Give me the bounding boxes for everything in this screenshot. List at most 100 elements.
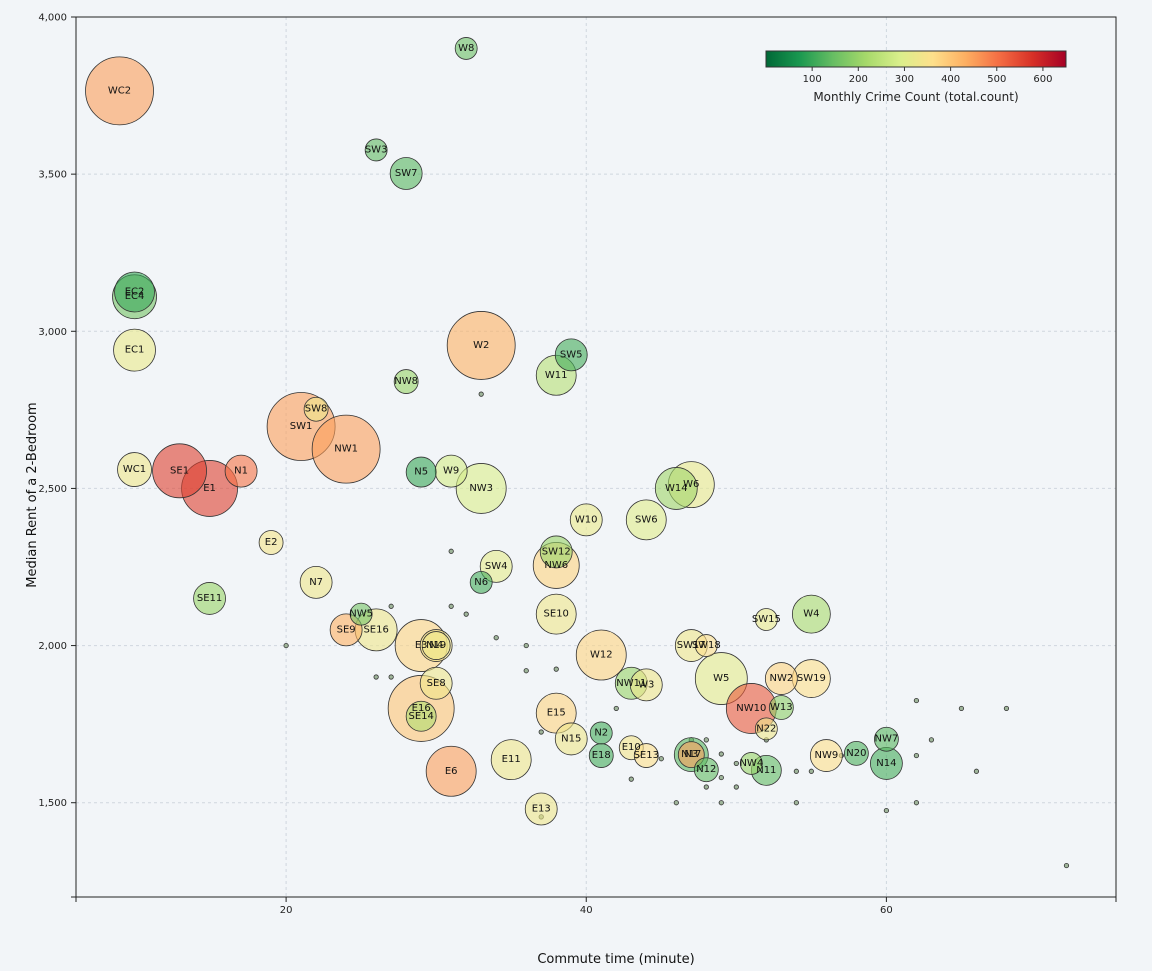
- minor-point: [478, 391, 484, 397]
- bubble-ec2[interactable]: [114, 271, 155, 313]
- minor-point: [463, 611, 469, 617]
- bubble-e11[interactable]: [490, 739, 532, 781]
- bubble-n20[interactable]: [843, 740, 869, 766]
- bubble-label: EC2: [125, 287, 145, 298]
- bubble-sw15[interactable]: [754, 608, 778, 631]
- minor-point: [373, 674, 379, 680]
- bubble-label: NW5: [349, 609, 373, 620]
- minor-point: [793, 800, 799, 806]
- bubble-label: N20: [846, 748, 866, 759]
- bubble-nw2[interactable]: [764, 662, 798, 695]
- bubble-label: SW12: [542, 546, 571, 557]
- bubble-nw7[interactable]: [873, 726, 899, 752]
- bubble-sw8[interactable]: [303, 396, 329, 422]
- bubble-label: E2: [265, 537, 278, 548]
- bubble-wc1[interactable]: [117, 452, 152, 487]
- bubble-w12[interactable]: [575, 629, 627, 681]
- bubble-w13[interactable]: [768, 695, 794, 720]
- bubble-sw5[interactable]: [554, 338, 588, 372]
- bubble-n22[interactable]: [754, 717, 778, 741]
- minor-point: [493, 635, 499, 641]
- bubble-se8[interactable]: [419, 666, 453, 700]
- bubble-label: N15: [561, 733, 581, 744]
- bubble-label: SW8: [305, 404, 328, 415]
- bubble-label: SW4: [485, 561, 508, 572]
- minor-point: [388, 603, 394, 609]
- colorbar-tick-label: 100: [803, 74, 822, 85]
- bubble-n7[interactable]: [299, 566, 333, 599]
- bubble-w10[interactable]: [569, 503, 603, 537]
- minor-point: [718, 751, 724, 757]
- bubble-sw7[interactable]: [389, 157, 423, 190]
- bubble-se14[interactable]: [405, 700, 437, 732]
- bubble-nw1[interactable]: [311, 414, 381, 484]
- bubble-nw8[interactable]: [393, 369, 419, 394]
- bubble-sw12[interactable]: [539, 535, 573, 569]
- minor-point: [388, 674, 394, 680]
- bubble-w4[interactable]: [791, 594, 831, 634]
- bubble-label: N11: [756, 765, 776, 776]
- bubble-w8[interactable]: [454, 37, 478, 60]
- bubble-label: NW6: [544, 560, 568, 571]
- bubble-label: NW2: [769, 673, 793, 684]
- bubble-label: NW9: [814, 750, 838, 761]
- bubble-label: W12: [590, 650, 613, 661]
- bubble-label: E13: [532, 804, 551, 815]
- bubble-sw18[interactable]: [694, 634, 718, 657]
- bubble-se1[interactable]: [152, 443, 207, 499]
- minor-point: [733, 784, 739, 790]
- bubble-n19[interactable]: [421, 631, 451, 660]
- bubble-label: E15: [547, 708, 566, 719]
- bubble-label: NW7: [875, 734, 899, 745]
- y-tick-label: 3,000: [38, 327, 67, 338]
- bubble-e2[interactable]: [258, 530, 284, 555]
- bubble-n12[interactable]: [693, 757, 719, 783]
- x-tick-label: 20: [280, 905, 293, 916]
- minor-point: [913, 697, 920, 704]
- y-tick-label: 2,500: [38, 484, 67, 495]
- bubble-e13[interactable]: [524, 792, 558, 826]
- bubble-label: WC2: [108, 85, 131, 96]
- bubble-label: SE13: [634, 750, 659, 761]
- bubble-sw3[interactable]: [364, 138, 388, 162]
- bubble-label: SW5: [560, 349, 583, 360]
- bubble-label: SE11: [197, 593, 222, 604]
- bubble-n1[interactable]: [224, 454, 258, 488]
- bubble-label: N12: [696, 764, 716, 775]
- bubble-n6[interactable]: [469, 571, 493, 594]
- bubble-label: E18: [592, 750, 611, 761]
- bubble-label: N5: [414, 467, 428, 478]
- bubble-se10[interactable]: [535, 593, 577, 635]
- minor-point: [448, 548, 454, 554]
- bubble-nw3[interactable]: [455, 463, 507, 514]
- bubble-nw9[interactable]: [809, 739, 843, 772]
- bubble-label: W5: [713, 673, 729, 684]
- bubble-nw5[interactable]: [349, 602, 373, 626]
- bubble-ec1[interactable]: [113, 328, 156, 372]
- minor-point: [673, 800, 679, 806]
- bubble-n15[interactable]: [554, 722, 588, 756]
- bubble-label: SE8: [427, 678, 446, 689]
- bubble-label: E11: [502, 754, 521, 765]
- bubble-label: N22: [756, 723, 776, 734]
- bubble-nw4[interactable]: [739, 752, 763, 775]
- minor-point: [718, 774, 724, 781]
- bubble-label: SW6: [635, 514, 658, 525]
- bubble-w3[interactable]: [629, 668, 663, 702]
- bubble-sw6[interactable]: [625, 499, 667, 541]
- bubble-wc2[interactable]: [85, 56, 154, 126]
- bubble-se13[interactable]: [633, 743, 659, 768]
- bubble-n5[interactable]: [405, 456, 437, 488]
- bubble-w2[interactable]: [446, 311, 516, 380]
- bubble-label: NW11: [616, 678, 646, 689]
- bubble-n2[interactable]: [589, 721, 613, 745]
- bubble-label: NW3: [469, 483, 493, 494]
- minor-point: [808, 768, 814, 774]
- bubble-label: W8: [458, 43, 474, 54]
- bubble-w14[interactable]: [654, 467, 698, 510]
- colorbar-tick-label: 600: [1033, 74, 1052, 85]
- y-tick-label: 3,500: [38, 170, 67, 181]
- bubble-se11[interactable]: [193, 582, 226, 615]
- bubble-e6[interactable]: [425, 745, 477, 797]
- minor-point: [538, 729, 544, 735]
